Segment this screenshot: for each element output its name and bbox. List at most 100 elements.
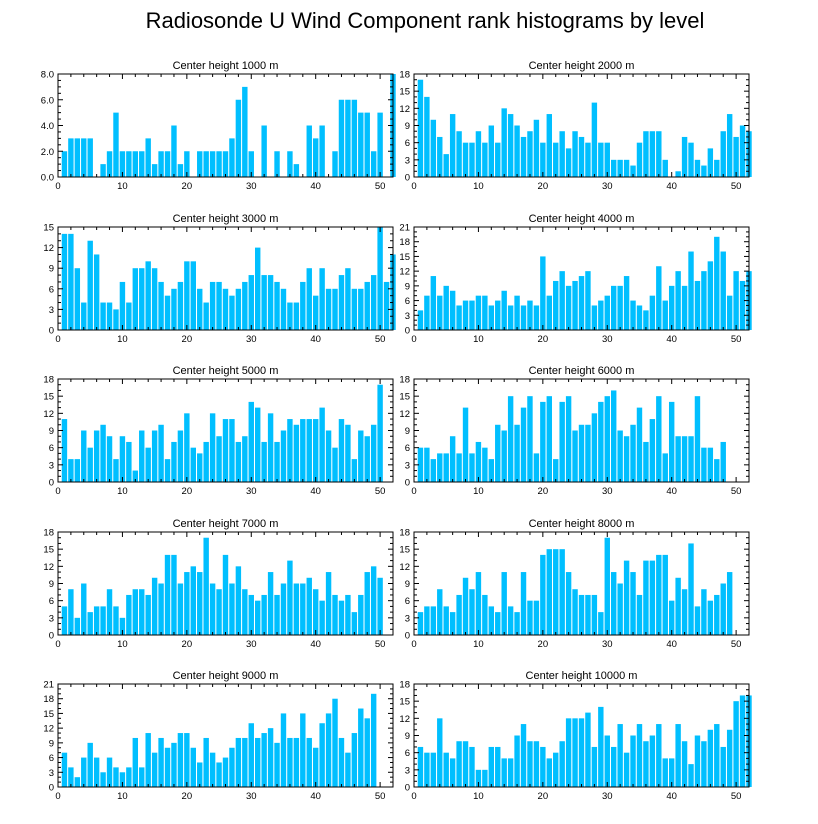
y-tick-label: 0 [405,173,410,184]
bar [482,142,488,177]
bar [81,302,87,330]
bar [720,251,726,330]
bar [630,165,636,177]
bar [325,572,332,635]
bar [145,733,151,787]
y-tick-label: 0.0 [41,173,54,184]
bar [662,453,668,482]
bar [449,436,456,482]
x-tick-label: 40 [666,639,677,650]
bar [688,764,694,787]
bar [591,746,598,787]
bar [312,138,319,177]
bar [430,606,437,635]
bar [171,554,177,635]
bar [694,159,701,177]
bar [113,112,119,177]
bar [319,600,325,635]
y-tick-label: 15 [399,87,410,98]
bar [164,151,171,177]
bar [209,151,216,177]
x-tick-label: 10 [117,791,128,802]
bar [293,583,300,635]
bar [151,752,158,787]
bar [520,305,527,330]
bar [714,594,720,635]
bar [572,131,578,177]
y-tick-label: 0 [405,326,410,337]
x-tick-label: 20 [538,639,549,650]
bar [287,151,293,177]
x-tick-label: 10 [117,181,128,192]
bar [443,285,449,330]
bar [546,549,552,635]
bar [351,459,358,482]
bar [565,285,572,330]
x-tick-label: 40 [310,181,321,192]
y-tick-label: 3 [405,613,410,624]
bar [145,594,151,635]
bar [68,589,74,635]
bar [332,288,338,330]
bar [68,767,74,787]
bar [462,407,469,482]
bar [113,767,119,787]
y-tick-label: 0 [405,631,410,642]
bar [319,407,325,482]
y-tick-label: 3 [49,613,54,624]
bar [216,281,222,330]
bar [345,594,351,635]
panel-title: Center height 5000 m [173,365,279,377]
histogram-panel: Center height 10000 m 0 10 20 30 40 50 0 3 6 9 12 15… [399,670,752,802]
x-tick-label: 10 [473,334,484,345]
y-tick-label: 12 [399,409,410,420]
bar [280,288,287,330]
bar [274,281,280,330]
bar [216,589,222,635]
bar [100,772,106,787]
bar [377,227,383,330]
bar [364,572,370,635]
bar [675,724,681,787]
bar [113,459,119,482]
y-tick-label: 12 [399,562,410,573]
bar [475,572,482,635]
bar [533,453,540,482]
y-tick-label: 9 [49,738,54,749]
bar [177,583,184,635]
x-tick-label: 20 [182,486,193,497]
bar [456,594,462,635]
bar [630,424,636,482]
bar [656,131,662,177]
histogram-panel: Center height 2000 m 0 10 20 30 40 50 0 3 6 9 12 15 1… [399,60,752,192]
bar [604,142,610,177]
bar [164,747,171,787]
bar [591,102,598,177]
bar [649,295,656,330]
bar [126,302,132,330]
bar [267,572,274,635]
bar [443,453,449,482]
bar [585,712,591,787]
bar [319,125,325,177]
bar [617,430,623,482]
y-tick-label: 6.0 [41,95,54,106]
bar [514,735,520,787]
bar [139,430,145,482]
bar [495,300,501,330]
bar [507,305,514,330]
bar [364,281,370,330]
x-tick-label: 0 [55,791,60,802]
bar [248,723,254,787]
bar [184,261,190,330]
bar [267,728,274,787]
y-tick-label: 9 [49,426,54,437]
bar [100,424,106,482]
bar [177,733,184,787]
bar [171,742,177,787]
bar [300,583,306,635]
bar [701,165,707,177]
bar [643,310,649,330]
bar [151,268,158,330]
y-tick-label: 12 [399,104,410,115]
